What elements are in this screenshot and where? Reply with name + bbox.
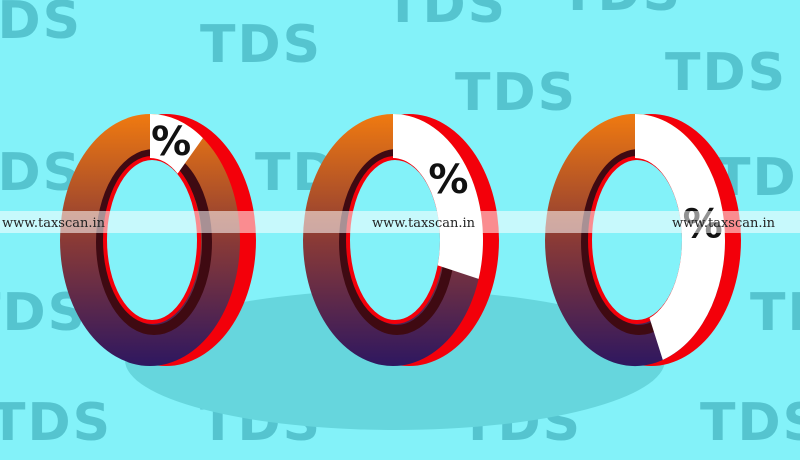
watermark-strip <box>0 211 800 233</box>
background-word: TDS <box>385 0 507 35</box>
background-word: TDS <box>700 393 800 453</box>
percent-label: % <box>428 157 468 203</box>
background-word: TDS <box>200 15 322 75</box>
background-word: TDS <box>560 0 682 23</box>
donut-highlight-segment <box>393 114 484 279</box>
watermark-text: www.taxscan.in <box>2 216 106 231</box>
background-word: TDS <box>665 43 787 103</box>
background-word: TDS <box>0 393 112 453</box>
donut-group: %%% <box>60 113 741 367</box>
background-word: TDS <box>750 283 800 343</box>
donut-chart: % <box>303 114 499 366</box>
donut-highlight-segment <box>150 114 203 174</box>
watermark-band: www.taxscan.in www.taxscan.in www.taxscan.… <box>0 211 800 233</box>
watermark-text: www.taxscan.in <box>372 216 476 231</box>
donut-hole <box>103 156 201 324</box>
percent-label: % <box>151 119 191 165</box>
donut-chart: % <box>60 114 256 366</box>
donut-chart: % <box>545 113 741 367</box>
watermark-text: www.taxscan.in <box>672 216 776 231</box>
donut-highlight-segment <box>635 114 726 360</box>
background-word: TDS <box>455 63 577 123</box>
background-word: TDS <box>0 0 82 51</box>
